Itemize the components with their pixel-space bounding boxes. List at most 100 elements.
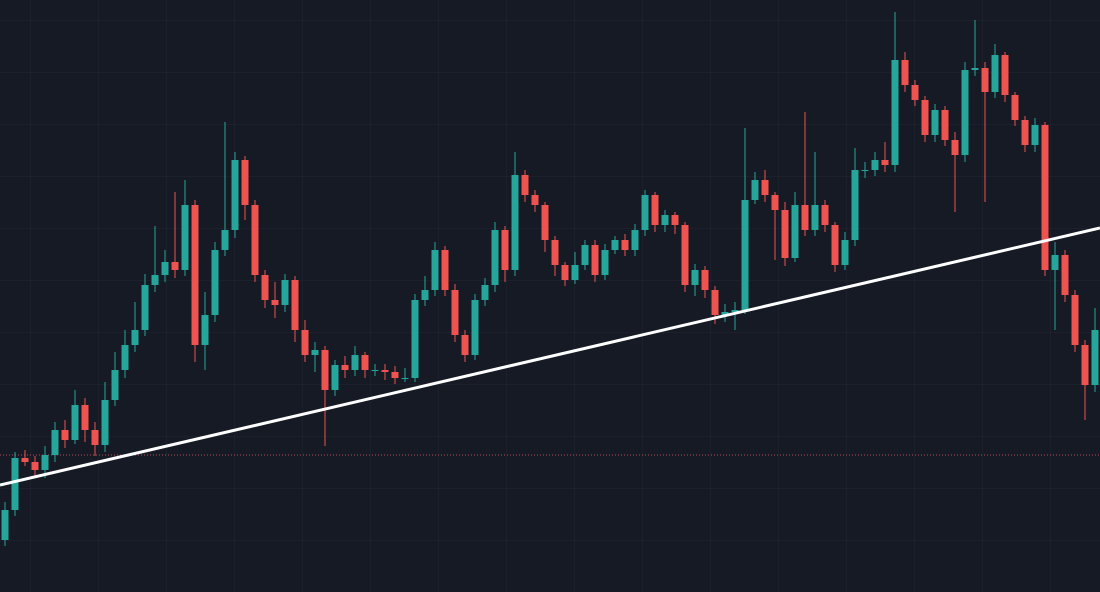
candle-body <box>321 350 329 390</box>
candle-body <box>581 245 589 265</box>
candle-body <box>691 270 699 285</box>
candle-body <box>921 100 929 135</box>
candle-body <box>531 195 539 205</box>
candle-body <box>431 250 439 290</box>
candle-body <box>681 225 689 285</box>
candle-body <box>251 205 259 275</box>
candle-body <box>381 370 389 372</box>
candle-body <box>301 330 309 355</box>
candle-body <box>421 290 429 300</box>
candle-body <box>571 265 579 280</box>
candle-body <box>1091 330 1099 385</box>
candle-body <box>891 60 899 165</box>
candle-body <box>221 230 229 250</box>
candle-body <box>611 240 619 250</box>
candle-body <box>101 400 109 445</box>
candle-body <box>841 240 849 265</box>
candle-body <box>231 160 239 230</box>
candle-body <box>881 160 889 165</box>
candle-body <box>181 205 189 270</box>
candle-body <box>911 85 919 100</box>
candle-body <box>331 365 339 390</box>
candle-body <box>831 225 839 265</box>
candle-body <box>551 240 559 265</box>
candle-body <box>271 300 279 305</box>
candle-body <box>371 370 379 371</box>
candle-body <box>961 70 969 155</box>
candle-body <box>971 68 979 70</box>
candle-body <box>361 355 369 370</box>
candle-body <box>951 140 959 155</box>
candle-body <box>851 170 859 240</box>
candle-body <box>651 195 659 225</box>
candle-body <box>511 175 519 270</box>
candle-body <box>1041 125 1049 270</box>
candle-body <box>731 310 739 312</box>
candle-body <box>351 355 359 370</box>
candle-body <box>1081 345 1089 385</box>
candle-body <box>781 210 789 258</box>
candle-body <box>641 195 649 230</box>
candle-body <box>1061 255 1069 295</box>
candle-body <box>821 205 829 225</box>
candle-body <box>481 285 489 300</box>
candle-body <box>1021 120 1029 145</box>
candle-body <box>461 335 469 355</box>
candle-body <box>341 365 349 370</box>
candle-body <box>631 230 639 250</box>
candle-body <box>901 60 909 85</box>
candle-body <box>871 160 879 170</box>
candle-body <box>991 55 999 92</box>
candle-body <box>761 180 769 195</box>
candle-body <box>241 160 249 205</box>
candle-body <box>981 68 989 92</box>
candle-body <box>191 205 199 345</box>
candle-body <box>671 215 679 225</box>
candle-body <box>1031 125 1039 145</box>
candle-body <box>471 300 479 355</box>
candle-body <box>141 285 149 330</box>
candle-body <box>71 405 79 440</box>
candle-body <box>561 265 569 280</box>
candle-body <box>661 215 669 225</box>
candle-body <box>201 315 209 345</box>
candle-body <box>501 230 509 270</box>
candle-body <box>751 180 759 200</box>
candle-body <box>801 205 809 230</box>
candle-body <box>261 275 269 300</box>
candle-body <box>111 370 119 400</box>
candle-body <box>11 458 19 510</box>
candle-body <box>1011 95 1019 120</box>
candle-body <box>601 250 609 275</box>
candle-body <box>941 110 949 140</box>
candle-body <box>291 280 299 330</box>
candle-body <box>491 230 499 285</box>
candle-body <box>281 280 289 305</box>
candle-body <box>701 270 709 290</box>
candle-body <box>121 345 129 370</box>
candle-body <box>311 350 319 355</box>
candle-body <box>591 245 599 275</box>
candle-body <box>211 250 219 315</box>
candle-body <box>711 290 719 315</box>
candle-body <box>451 290 459 335</box>
candle-body <box>1071 295 1079 345</box>
candle-body <box>441 250 449 290</box>
candle-body <box>171 262 179 270</box>
candle-body <box>401 378 409 379</box>
candle-body <box>931 110 939 135</box>
candle-body <box>81 405 89 430</box>
candle-body <box>21 458 29 462</box>
candle-body <box>621 240 629 250</box>
candle-body <box>811 205 819 230</box>
candle-body <box>1001 55 1009 95</box>
candle-body <box>861 170 869 171</box>
candle-body <box>1051 255 1059 270</box>
candle-body <box>131 330 139 345</box>
candle-body <box>151 275 159 285</box>
candle-body <box>721 312 729 315</box>
candle-body <box>41 455 49 470</box>
candle-body <box>521 175 529 195</box>
